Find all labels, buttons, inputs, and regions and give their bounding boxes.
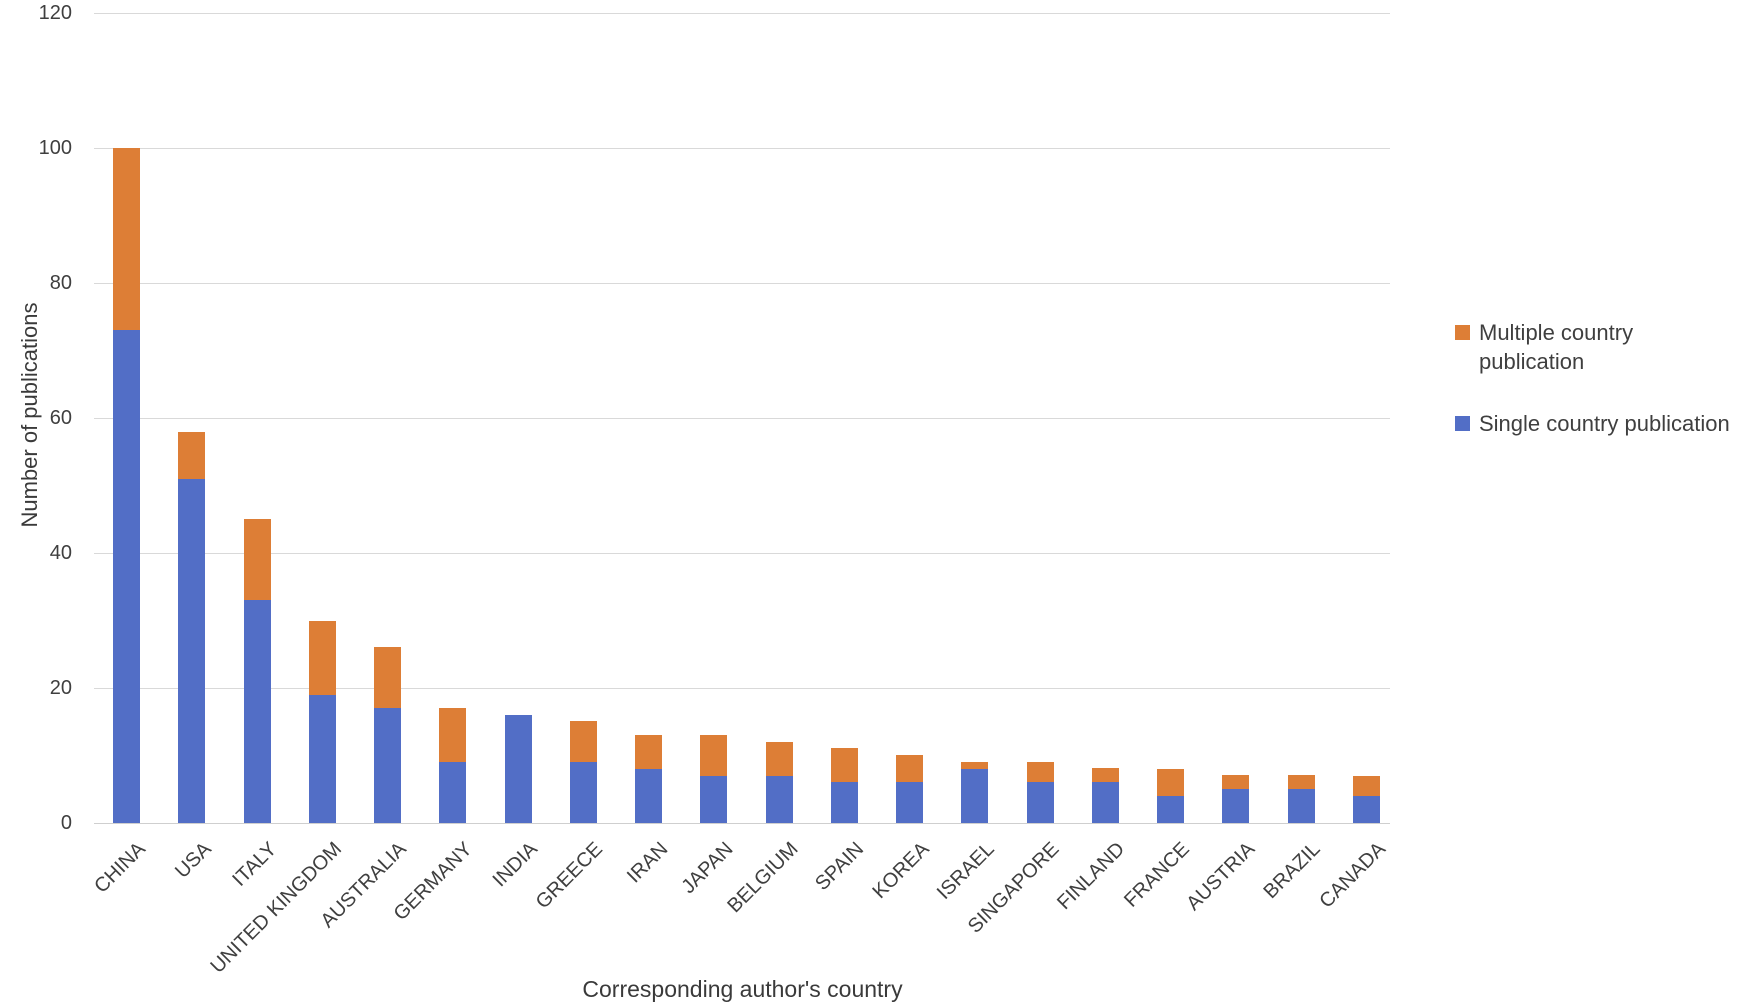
x-category-label-iran: IRAN — [622, 838, 673, 888]
gridline-100 — [94, 148, 1390, 149]
x-category-label-israel: ISRAEL — [932, 838, 999, 904]
gridline-60 — [94, 418, 1390, 419]
bar-israel-single-country-publication-segment — [961, 769, 988, 823]
gridline-80 — [94, 283, 1390, 284]
bar-korea-single-country-publication-segment — [896, 782, 923, 823]
bar-spain-multiple-country-publication-segment — [831, 748, 858, 782]
x-category-label-greece: GREECE — [531, 838, 607, 914]
bar-iran-single-country-publication-segment — [635, 769, 662, 823]
x-category-label-india: INDIA — [488, 838, 542, 892]
bar-finland-multiple-country-publication-segment — [1092, 768, 1119, 782]
y-tick-label-0: 0 — [60, 812, 72, 834]
bar-canada-single-country-publication-segment — [1353, 796, 1380, 823]
bar-united-kingdom-single-country-publication-segment — [309, 695, 336, 823]
bar-japan-single-country-publication-segment — [700, 776, 727, 823]
gridline-40 — [94, 553, 1390, 554]
bar-japan-multiple-country-publication-segment — [700, 735, 727, 776]
bar-china-single-country-publication-segment — [113, 330, 140, 823]
bar-belgium-single-country-publication-segment — [766, 776, 793, 823]
x-category-label-usa: USA — [170, 838, 216, 883]
x-category-label-italy: ITALY — [227, 838, 281, 891]
x-category-label-spain: SPAIN — [810, 838, 868, 895]
bar-brazil-multiple-country-publication-segment — [1288, 775, 1315, 789]
bar-brazil-single-country-publication-segment — [1288, 789, 1315, 823]
bar-india-single-country-publication-segment — [505, 715, 532, 823]
bar-france-single-country-publication-segment — [1157, 796, 1184, 823]
bar-italy-single-country-publication-segment — [244, 600, 271, 823]
x-category-label-japan: JAPAN — [677, 838, 738, 899]
bar-iran-multiple-country-publication-segment — [635, 735, 662, 769]
bar-singapore-multiple-country-publication-segment — [1027, 762, 1054, 782]
bar-greece-single-country-publication-segment — [570, 762, 597, 823]
bar-australia-multiple-country-publication-segment — [374, 647, 401, 708]
bar-austria-multiple-country-publication-segment — [1222, 775, 1249, 789]
bar-germany-single-country-publication-segment — [439, 762, 466, 823]
bar-united-kingdom-multiple-country-publication-segment — [309, 621, 336, 695]
bar-korea-multiple-country-publication-segment — [896, 755, 923, 782]
bar-france-multiple-country-publication-segment — [1157, 769, 1184, 796]
y-tick-label-80: 80 — [49, 272, 72, 294]
bar-greece-multiple-country-publication-segment — [570, 721, 597, 762]
x-category-label-finland: FINLAND — [1052, 838, 1129, 915]
bar-usa-single-country-publication-segment — [178, 479, 205, 823]
y-tick-label-60: 60 — [49, 407, 72, 429]
legend-label: Multiple country publication — [1479, 320, 1634, 374]
bar-italy-multiple-country-publication-segment — [244, 519, 271, 600]
legend-label: Single country publication — [1479, 411, 1730, 436]
x-category-label-china: CHINA — [90, 838, 151, 898]
legend-swatch-icon — [1455, 416, 1470, 431]
y-axis-title: Number of publications — [17, 302, 42, 528]
legend-item-single-country-publication: Single country publication — [1455, 409, 1730, 438]
x-axis-line — [94, 823, 1390, 824]
bar-belgium-multiple-country-publication-segment — [766, 742, 793, 776]
x-category-label-brazil: BRAZIL — [1259, 838, 1325, 904]
gridline-20 — [94, 688, 1390, 689]
chart-legend: Multiple country publication Single count… — [1455, 318, 1730, 471]
bar-finland-single-country-publication-segment — [1092, 782, 1119, 823]
bar-canada-multiple-country-publication-segment — [1353, 776, 1380, 796]
bar-spain-single-country-publication-segment — [831, 782, 858, 823]
bar-singapore-single-country-publication-segment — [1027, 782, 1054, 823]
bar-australia-single-country-publication-segment — [374, 708, 401, 823]
x-category-label-austria: AUSTRIA — [1182, 838, 1260, 915]
legend-swatch-icon — [1455, 325, 1470, 340]
bar-usa-multiple-country-publication-segment — [178, 432, 205, 479]
x-category-label-canada: CANADA — [1315, 838, 1390, 913]
bar-israel-multiple-country-publication-segment — [961, 762, 988, 769]
y-tick-label-100: 100 — [38, 137, 72, 159]
y-tick-label-120: 120 — [38, 2, 72, 24]
bar-germany-multiple-country-publication-segment — [439, 708, 466, 762]
bar-austria-single-country-publication-segment — [1222, 789, 1249, 823]
gridline-120 — [94, 13, 1390, 14]
y-tick-label-40: 40 — [49, 542, 72, 564]
bar-china-multiple-country-publication-segment — [113, 148, 140, 330]
x-axis-title: Corresponding author's country — [582, 976, 903, 1002]
x-category-label-belgium: BELGIUM — [723, 838, 803, 918]
y-tick-label-20: 20 — [49, 677, 72, 699]
legend-item-multiple-country-publication: Multiple country publication — [1455, 318, 1730, 376]
x-category-label-korea: KOREA — [868, 838, 934, 904]
